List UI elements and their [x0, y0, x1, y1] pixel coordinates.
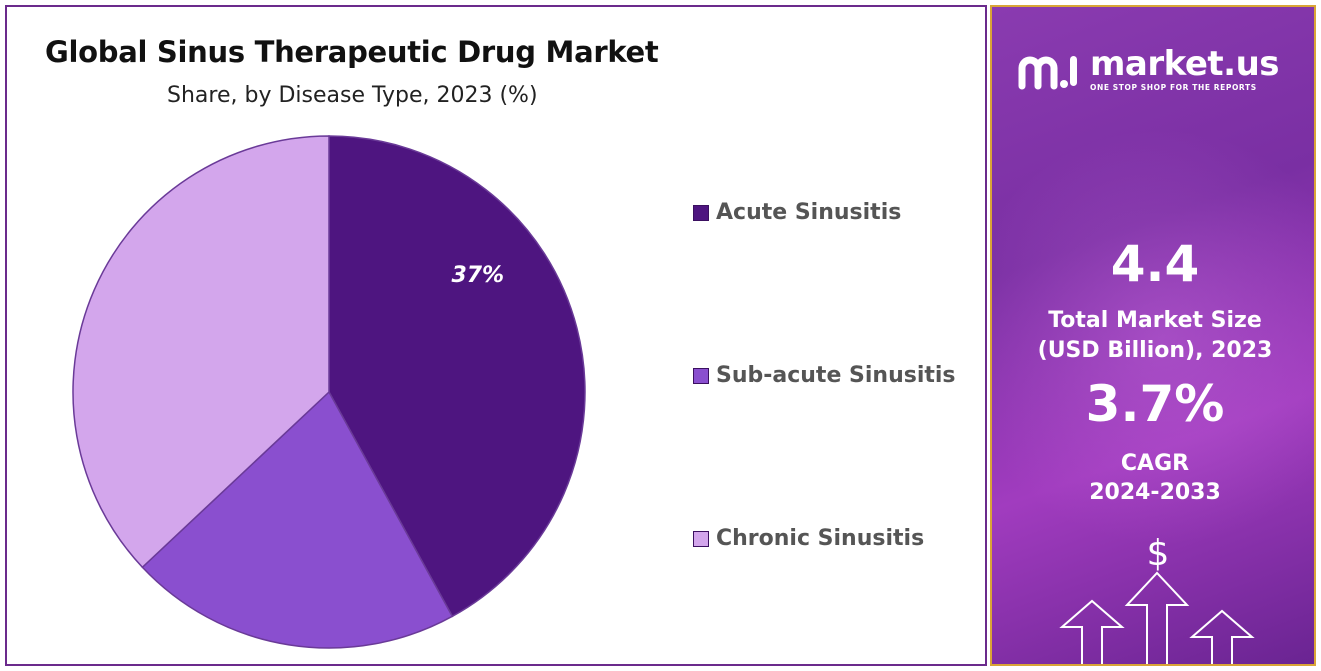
- legend-swatch: [693, 204, 709, 221]
- pie-slice-sub-acute-sinusitis: [141, 390, 454, 649]
- legend-label: Acute Sinusitis: [716, 200, 902, 225]
- legend-label: Sub-acute Sinusitis: [716, 363, 956, 388]
- market-size-label: Total Market Size: [1048, 308, 1262, 333]
- growth-arrows-icon: [1059, 571, 1255, 664]
- pie-slice-chronic-sinusitis: [72, 135, 330, 569]
- chart-title: Global Sinus Therapeutic Drug Market: [45, 35, 659, 69]
- chart-subtitle: Share, by Disease Type, 2023 (%): [167, 83, 538, 108]
- cagr-label: CAGR: [1120, 451, 1190, 476]
- brand-tagline: ONE STOP SHOP FOR THE REPORTS: [1090, 83, 1257, 92]
- pie-chart: 37%: [72, 135, 586, 649]
- data-label-acute-sinusitis: 37%: [451, 263, 504, 288]
- dollar-icon: $: [1147, 533, 1170, 574]
- legend-item-chronic-sinusitis: Chronic Sinusitis: [693, 526, 924, 551]
- legend-item-sub-acute-sinusitis: Sub-acute Sinusitis: [693, 363, 956, 388]
- summary-panel: market.us ONE STOP SHOP FOR THE REPORTS …: [990, 5, 1316, 666]
- svg-text:$: $: [1147, 533, 1170, 574]
- market-size-value: 4.4: [1110, 235, 1200, 293]
- cagr-period: 2024-2033: [1089, 480, 1221, 505]
- brand-name: market.us: [1090, 44, 1280, 84]
- background-glow: [992, 127, 1314, 547]
- chart-panel: Global Sinus Therapeutic Drug Market Sha…: [5, 5, 987, 666]
- legend-swatch: [693, 530, 709, 547]
- pie-slice-acute-sinusitis: [328, 135, 586, 618]
- brand-logo: market.us ONE STOP SHOP FOR THE REPORTS: [1018, 44, 1280, 92]
- cagr-value: 3.7%: [1085, 375, 1225, 433]
- market-us-logo-icon: [1018, 55, 1077, 89]
- legend-swatch: [693, 367, 709, 384]
- market-size-label-unit: (USD Billion), 2023: [1037, 338, 1273, 363]
- legend-label: Chronic Sinusitis: [716, 526, 925, 551]
- legend-item-acute-sinusitis: Acute Sinusitis: [693, 200, 901, 225]
- chart-legend: Acute Sinusitis Sub-acute Sinusitis Chroni…: [693, 7, 983, 668]
